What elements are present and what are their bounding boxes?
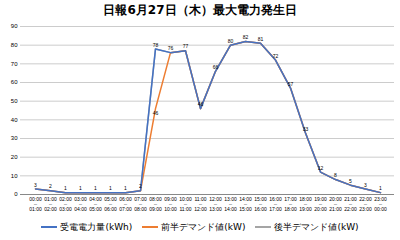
svg-text:82: 82 [243,34,249,40]
svg-text:81: 81 [258,36,264,42]
svg-text:13:00～14:00: 13:00～14:00 [224,196,237,212]
svg-text:3: 3 [364,182,367,188]
svg-text:76: 76 [168,45,174,51]
svg-text:3: 3 [34,182,37,188]
svg-text:02:00～03:00: 02:00～03:00 [59,196,72,212]
svg-text:1: 1 [109,185,112,191]
svg-text:01:00～02:00: 01:00～02:00 [44,196,57,212]
svg-text:10: 10 [11,173,18,179]
svg-text:40: 40 [11,117,18,123]
svg-text:08:00～09:00: 08:00～09:00 [149,196,162,212]
svg-text:05:00～06:00: 05:00～06:00 [104,196,117,212]
svg-text:19:00～20:00: 19:00～20:00 [314,196,327,212]
svg-text:33: 33 [303,126,309,132]
svg-text:1: 1 [379,185,382,191]
svg-text:1: 1 [79,185,82,191]
svg-text:23:00～00:00: 23:00～00:00 [374,196,387,212]
svg-text:03:00～04:00: 03:00～04:00 [74,196,87,212]
html-text:後半デマンド値(kW): 後半デマンド値(kW) [274,221,359,232]
svg-text:80: 80 [11,42,18,48]
svg-text:12:00～13:00: 12:00～13:00 [209,196,222,212]
svg-text:00:00～01:00: 00:00～01:00 [29,196,42,212]
svg-text:21:00～22:00: 21:00～22:00 [344,196,357,212]
svg-text:5: 5 [349,178,352,184]
svg-text:04:00～05:00: 04:00～05:00 [89,196,102,212]
svg-text:1: 1 [94,185,97,191]
svg-text:80: 80 [228,38,234,44]
svg-text:09:00～10:00: 09:00～10:00 [164,196,177,212]
svg-text:17:00～18:00: 17:00～18:00 [284,196,297,212]
svg-text:18:00～19:00: 18:00～19:00 [299,196,312,212]
svg-text:30: 30 [11,135,18,141]
svg-text:57: 57 [288,81,294,87]
svg-text:10:00～11:00: 10:00～11:00 [179,196,192,212]
svg-text:2: 2 [139,183,142,189]
svg-text:77: 77 [183,43,189,49]
svg-text:60: 60 [11,79,18,85]
svg-text:50: 50 [11,98,18,104]
svg-text:11:00～12:00: 11:00～12:00 [194,196,207,212]
svg-text:16:00～17:00: 16:00～17:00 [269,196,282,212]
svg-text:20: 20 [11,154,18,160]
svg-text:14:00～15:00: 14:00～15:00 [239,196,252,212]
svg-text:8: 8 [334,172,337,178]
svg-text:2: 2 [49,183,52,189]
svg-text:15:00～16:00: 15:00～16:00 [254,196,267,212]
svg-text:46: 46 [198,101,204,107]
svg-text:1: 1 [64,185,67,191]
svg-text:66: 66 [213,64,219,70]
html-text:前半デマンド値(kW): 前半デマンド値(kW) [161,221,246,232]
svg-text:72: 72 [273,53,279,59]
svg-text:1: 1 [124,185,127,191]
svg-text:12: 12 [318,165,324,171]
svg-text:22:00～23:00: 22:00～23:00 [359,196,372,212]
svg-text:70: 70 [11,61,18,67]
html-text:日報6月27日（木）最大電力発生日: 日報6月27日（木）最大電力発生日 [103,3,297,17]
html-text:受電電力量(kWh): 受電電力量(kWh) [60,221,133,232]
svg-text:90: 90 [11,23,18,29]
svg-text:78: 78 [153,42,159,48]
svg-text:20:00～21:00: 20:00～21:00 [329,196,342,212]
svg-text:46: 46 [153,110,159,116]
svg-text:06:00～07:00: 06:00～07:00 [119,196,132,212]
svg-text:0: 0 [14,191,18,197]
svg-text:07:00～08:00: 07:00～08:00 [134,196,147,212]
